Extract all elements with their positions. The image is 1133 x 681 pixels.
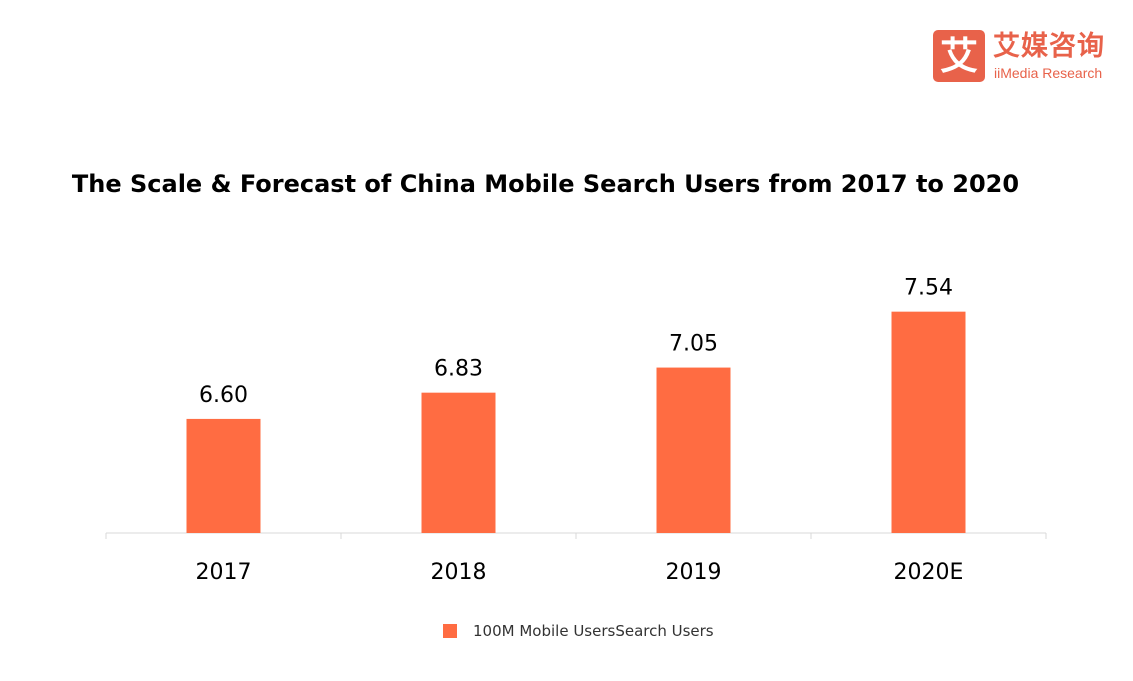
x-tick-label: 2018: [431, 560, 487, 585]
brand-name-cn: 艾媒咨询: [993, 31, 1105, 62]
x-tick-label: 2020E: [894, 560, 964, 585]
bar: [421, 392, 496, 533]
data-label: 7.54: [904, 276, 953, 301]
brand-name-en: iiMedia Research: [994, 65, 1103, 81]
chart-title: The Scale & Forecast of China Mobile Sea…: [71, 170, 1020, 198]
data-label: 7.05: [669, 332, 718, 357]
bar: [656, 367, 731, 533]
legend-label: 100M Mobile UsersSearch Users: [473, 622, 714, 640]
data-label: 6.60: [199, 383, 248, 408]
brand-logo: 艾 艾媒咨询 iiMedia Research: [933, 30, 1118, 86]
x-tick-label: 2019: [666, 560, 722, 585]
bar: [186, 418, 261, 533]
data-label: 6.83: [434, 357, 483, 382]
bar: [891, 311, 966, 533]
x-tick-label: 2017: [196, 560, 252, 585]
legend-swatch: [443, 624, 457, 638]
brand-mark-icon: 艾: [933, 30, 985, 82]
